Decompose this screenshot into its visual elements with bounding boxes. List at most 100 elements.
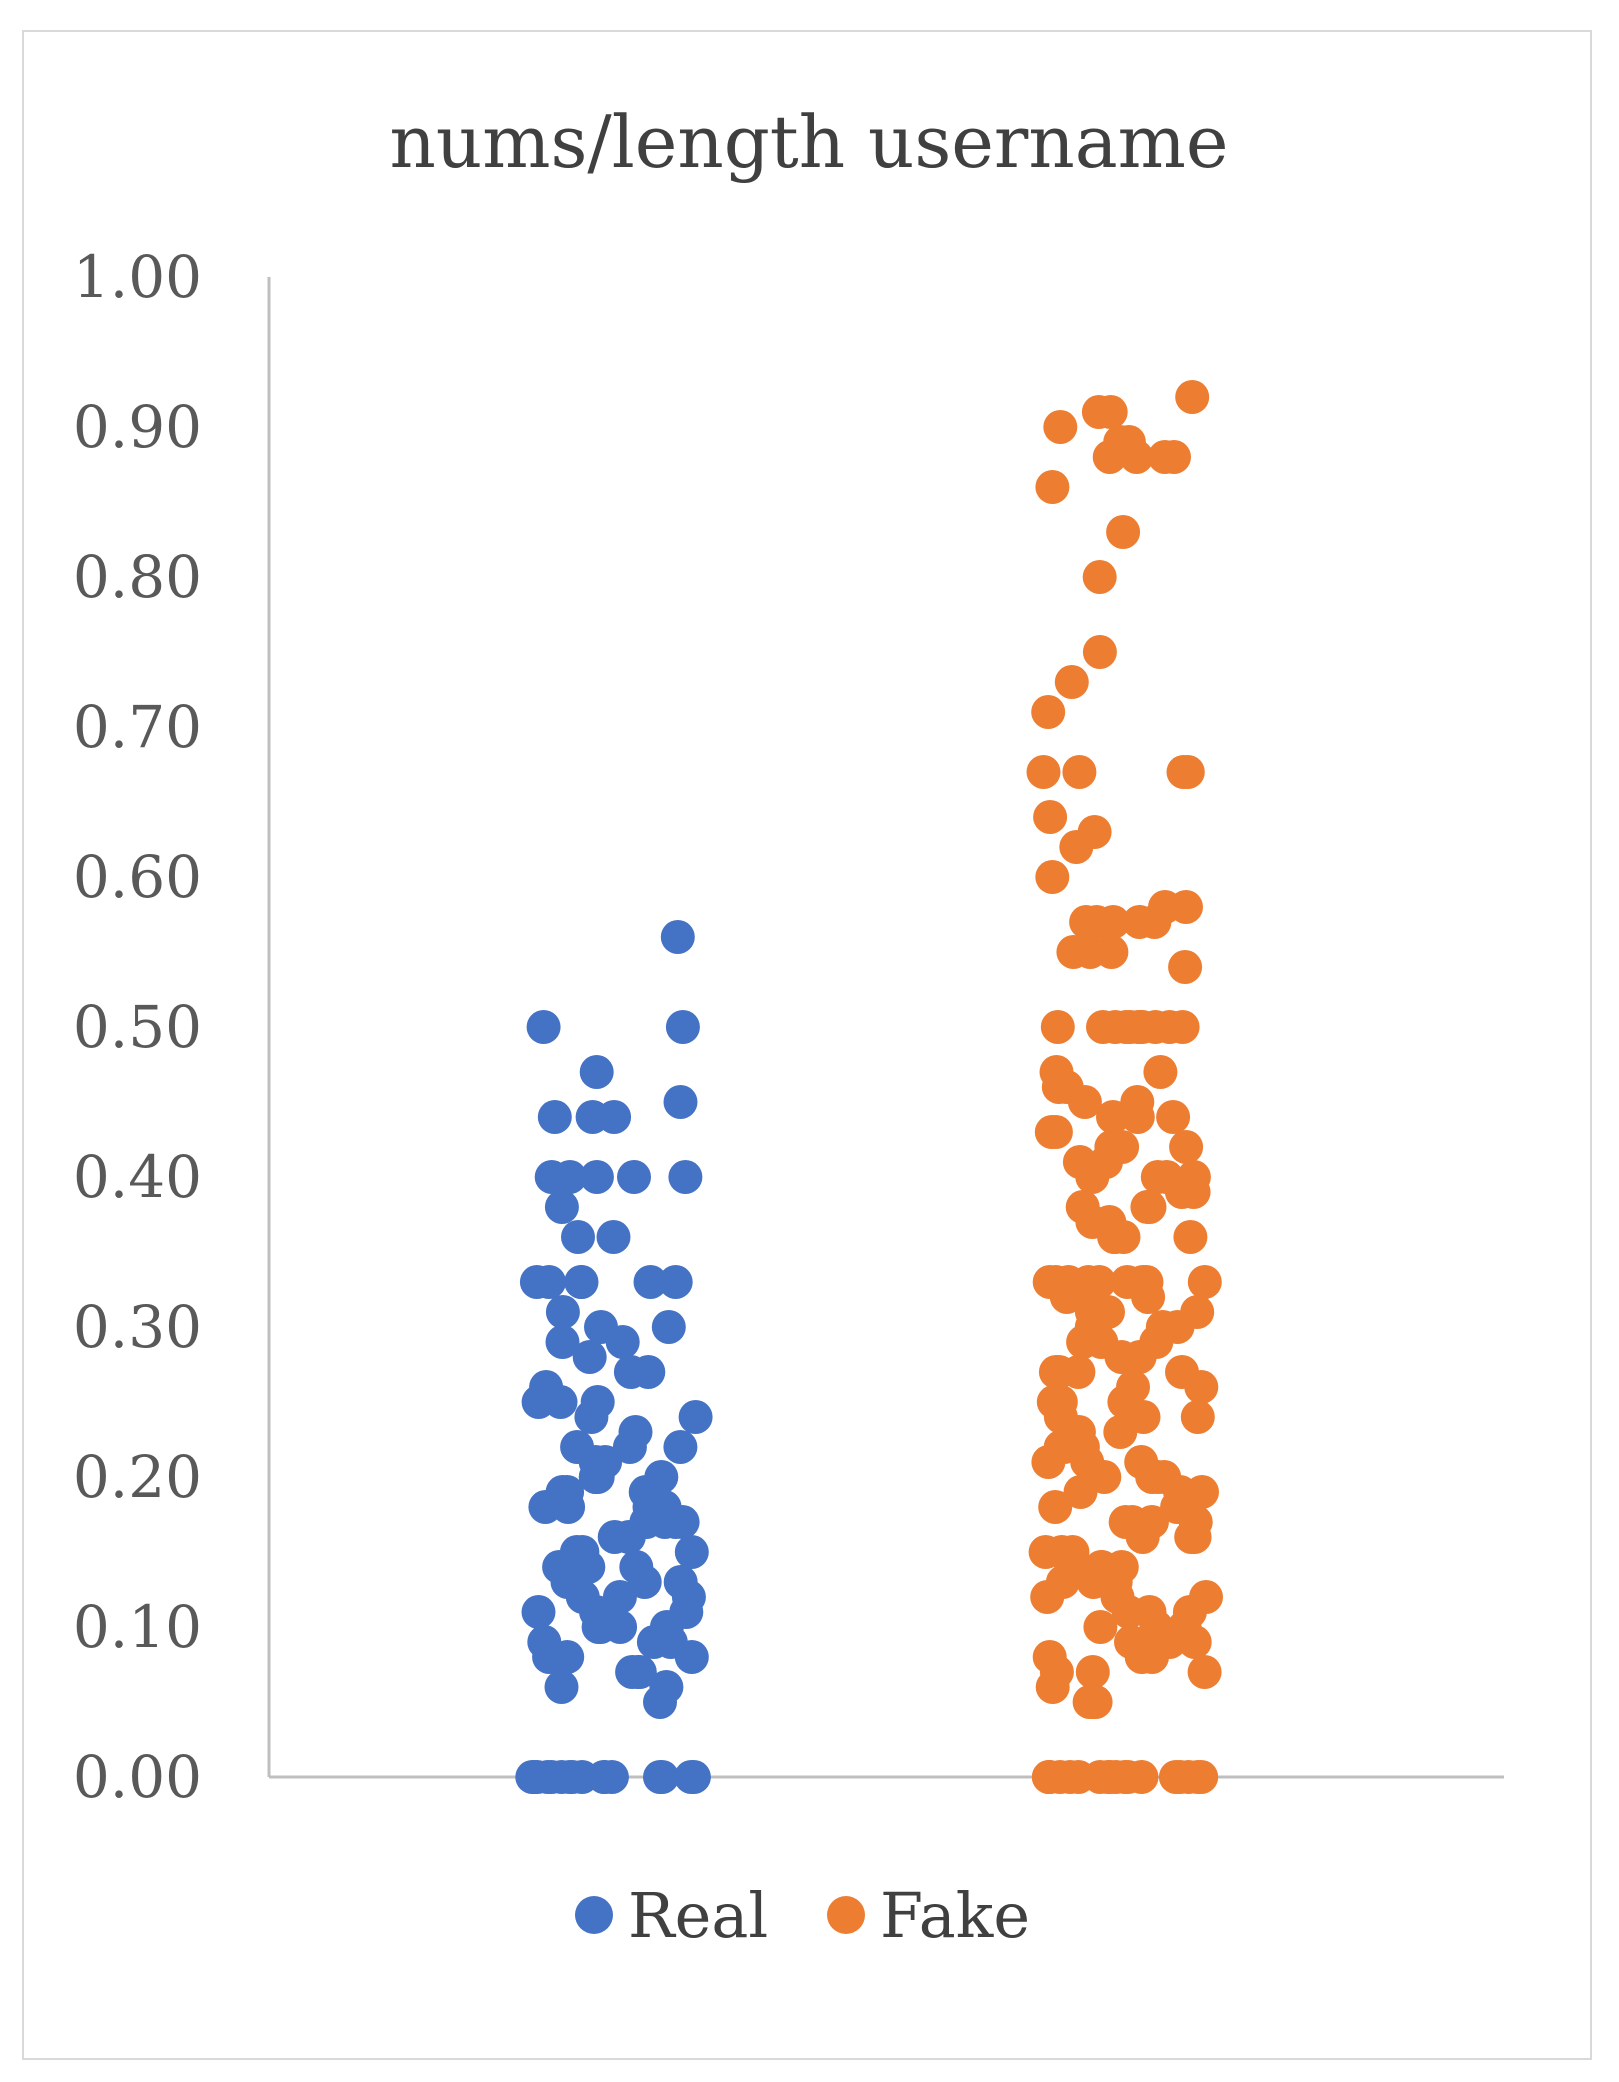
real-data-point (578, 1460, 613, 1494)
y-tick-label: 0.80 (73, 543, 202, 611)
fake-data-point (1119, 440, 1154, 474)
fake-data-point (1038, 1490, 1073, 1524)
fake-data-point (1043, 410, 1078, 444)
fake-data-point (1106, 515, 1141, 549)
real-data-point (517, 1760, 552, 1794)
real-data-point (663, 1430, 698, 1464)
fake-data-point (1026, 755, 1061, 789)
real-data-point (651, 1310, 686, 1344)
real-data-point (643, 1685, 677, 1719)
fake-data-point (1082, 1265, 1117, 1299)
fake-data-point (1030, 1580, 1065, 1614)
fake-data-point (1107, 1760, 1142, 1794)
fake-data-point (1143, 1055, 1178, 1089)
real-data-point (534, 1160, 569, 1194)
real-data-point (532, 1640, 567, 1674)
real-data-point (633, 1265, 668, 1299)
fake-data-point (1062, 755, 1097, 789)
fake-data-point (1156, 1100, 1191, 1134)
real-data-point (663, 1085, 698, 1119)
fake-data-point (1043, 1760, 1077, 1794)
fake-data-point (1187, 1265, 1222, 1299)
fake-data-point (1098, 1220, 1133, 1254)
fake-data-point (1122, 905, 1157, 939)
fake-data-point (1082, 635, 1117, 669)
real-data-point (574, 1400, 609, 1434)
real-data-point (551, 1490, 586, 1524)
fake-data-point (1035, 1670, 1070, 1704)
legend-marker-fake (827, 1896, 865, 1934)
fake-data-point (1180, 1400, 1215, 1434)
real-data-point (544, 1190, 579, 1224)
real-data-point (579, 1160, 614, 1194)
series-fake-points (1026, 380, 1223, 1794)
fake-data-point (1066, 1325, 1101, 1359)
chart-area: nums/length username 0.00 0.10 0.20 0.30 0.4… (22, 30, 1592, 2060)
real-data-point (544, 1670, 579, 1704)
y-tick-label: 0.50 (73, 993, 202, 1061)
fake-data-point (1035, 860, 1070, 894)
real-data-point (613, 1355, 648, 1389)
fake-data-point (1177, 1625, 1212, 1659)
series-real-points (515, 920, 713, 1794)
fake-data-point (1035, 470, 1070, 504)
fake-data-point (1131, 1280, 1166, 1314)
real-data-point (561, 1220, 595, 1254)
fake-data-point (1113, 1010, 1148, 1044)
legend-marker-real (575, 1896, 613, 1934)
real-data-point (615, 1655, 650, 1689)
real-data-point (597, 1100, 632, 1134)
real-data-point (583, 1610, 618, 1644)
fake-data-point (1034, 1115, 1069, 1149)
fake-data-point (1174, 1520, 1209, 1554)
fake-data-point (1169, 1130, 1204, 1164)
y-tick-label: 0.90 (73, 393, 202, 461)
fake-data-point (1165, 1010, 1200, 1044)
real-data-point (555, 1760, 590, 1794)
real-data-point (572, 1340, 607, 1374)
y-tick-label: 0.10 (73, 1593, 202, 1661)
fake-data-point (1125, 1520, 1160, 1554)
real-data-point (545, 1295, 580, 1329)
fake-data-point (1067, 1085, 1102, 1119)
fake-data-point (1135, 1460, 1170, 1494)
real-data-point (627, 1565, 662, 1599)
y-tick-label: 0.20 (73, 1443, 202, 1511)
fake-data-point (1175, 380, 1210, 414)
fake-data-point (1054, 665, 1089, 699)
fake-data-point (1163, 1760, 1197, 1794)
fake-data-point (1075, 1160, 1110, 1194)
y-tick-label: 0.30 (73, 1293, 202, 1361)
real-data-point (665, 1010, 700, 1044)
real-data-point (674, 1535, 709, 1569)
fake-data-point (1111, 1595, 1146, 1629)
fake-data-point (1096, 1100, 1130, 1134)
scatter-plot: nums/length username 0.00 0.10 0.20 0.30 0.4… (73, 100, 1504, 1952)
fake-data-point (1056, 935, 1091, 969)
real-data-point (612, 1430, 647, 1464)
fake-data-point (1049, 1280, 1084, 1314)
real-data-point (596, 1220, 631, 1254)
fake-data-point (1093, 395, 1128, 429)
real-data-point (545, 1325, 580, 1359)
fake-data-point (1033, 800, 1068, 834)
legend-label-fake: Fake (880, 1879, 1030, 1952)
fake-data-point (1168, 950, 1203, 984)
fake-data-point (1138, 1010, 1173, 1044)
legend: Real Fake (575, 1879, 1030, 1952)
fake-data-point (1130, 1190, 1165, 1224)
y-tick-label: 0.00 (73, 1743, 202, 1811)
y-tick-label: 1.00 (73, 243, 202, 311)
real-data-point (605, 1325, 640, 1359)
real-data-point (645, 1760, 680, 1794)
y-tick-label: 0.60 (73, 843, 202, 911)
real-data-point (668, 1160, 703, 1194)
legend-label-real: Real (628, 1879, 768, 1952)
fake-data-point (1169, 890, 1203, 924)
real-data-point (579, 1055, 614, 1089)
y-axis-ticks: 0.00 0.10 0.20 0.30 0.40 0.50 0.60 0.70 0.80 0.90… (73, 243, 202, 1811)
fake-data-point (1184, 1370, 1219, 1404)
real-data-point (660, 920, 695, 954)
real-data-point (658, 1265, 693, 1299)
fake-data-point (1103, 1415, 1138, 1449)
